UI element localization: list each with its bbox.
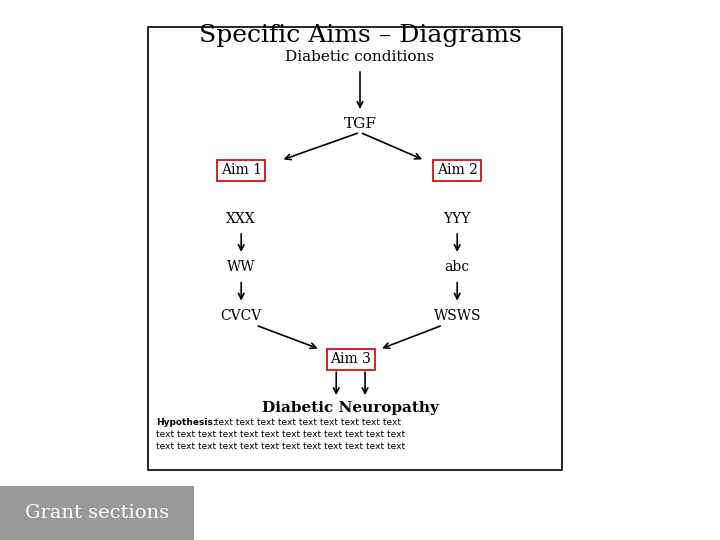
- Text: TGF: TGF: [343, 117, 377, 131]
- Text: Specific Aims – Diagrams: Specific Aims – Diagrams: [199, 24, 521, 46]
- Text: text text text text text text text text text text text text: text text text text text text text text …: [156, 430, 405, 438]
- Text: abc: abc: [445, 260, 469, 274]
- Bar: [148, 27, 562, 470]
- Text: text text text text text text text text text: text text text text text text text text …: [212, 418, 400, 427]
- Text: Aim 3: Aim 3: [330, 352, 371, 366]
- Text: Diabetic conditions: Diabetic conditions: [285, 50, 435, 64]
- Text: Aim 2: Aim 2: [437, 163, 477, 177]
- Text: CVCV: CVCV: [220, 309, 262, 323]
- Text: WSWS: WSWS: [433, 309, 481, 323]
- Text: Diabetic Neuropathy: Diabetic Neuropathy: [262, 401, 439, 415]
- Text: Grant sections: Grant sections: [25, 504, 169, 522]
- Text: YYY: YYY: [444, 212, 471, 226]
- Bar: [0, 486, 194, 540]
- Text: Aim 1: Aim 1: [221, 163, 261, 177]
- Text: WW: WW: [227, 260, 256, 274]
- Text: XXX: XXX: [226, 212, 256, 226]
- Text: text text text text text text text text text text text text: text text text text text text text text …: [156, 442, 405, 450]
- Text: Hypothesis:: Hypothesis:: [156, 418, 217, 427]
